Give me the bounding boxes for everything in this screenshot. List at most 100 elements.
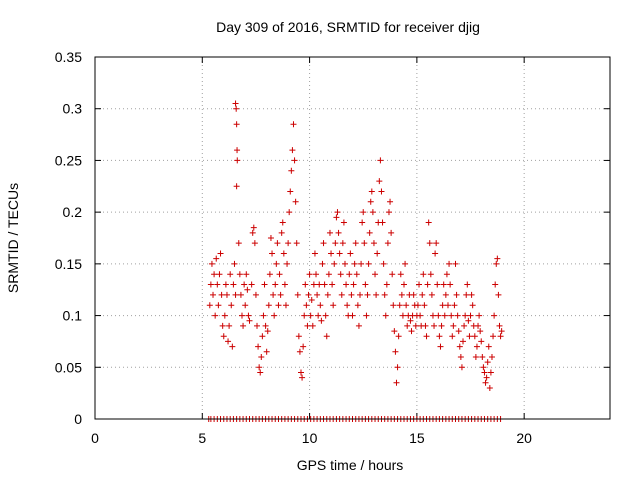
data-point <box>232 291 239 298</box>
data-point <box>291 157 298 164</box>
data-point <box>337 271 344 278</box>
data-point <box>497 333 504 340</box>
data-point <box>270 291 277 298</box>
data-point <box>352 240 359 247</box>
data-point <box>378 188 385 195</box>
data-point <box>213 255 220 262</box>
data-point <box>249 229 256 236</box>
y-tick-label: 0.35 <box>55 49 82 65</box>
data-point <box>465 317 472 324</box>
data-point <box>294 291 301 298</box>
data-point <box>481 369 488 376</box>
data-point <box>483 374 490 381</box>
y-tick-label: 0.25 <box>55 152 82 168</box>
data-point <box>250 224 257 231</box>
data-point <box>228 302 235 309</box>
data-point <box>380 260 387 267</box>
data-point <box>416 281 423 288</box>
data-point <box>233 105 240 112</box>
data-point <box>351 260 358 267</box>
data-point <box>443 271 450 278</box>
plot-frame <box>94 56 611 420</box>
data-point <box>216 271 223 278</box>
data-point <box>299 374 306 381</box>
data-point <box>364 291 371 298</box>
data-point <box>315 312 322 319</box>
data-point <box>357 291 364 298</box>
data-point <box>263 348 270 355</box>
data-point <box>335 229 342 236</box>
data-point <box>403 302 410 309</box>
data-point <box>390 302 397 309</box>
data-point <box>453 291 460 298</box>
data-point <box>414 302 421 309</box>
data-point <box>346 271 353 278</box>
data-point <box>318 317 325 324</box>
data-point <box>336 250 343 257</box>
data-point <box>376 178 383 185</box>
data-point <box>463 291 470 298</box>
data-point <box>284 260 291 267</box>
data-point <box>388 229 395 236</box>
x-tick-label: 20 <box>516 430 532 446</box>
data-point <box>366 229 373 236</box>
data-point <box>302 281 309 288</box>
data-point <box>261 281 268 288</box>
data-point <box>334 209 341 216</box>
data-point <box>235 240 242 247</box>
grid <box>95 57 610 419</box>
data-point <box>233 121 240 128</box>
data-point <box>324 291 331 298</box>
data-point <box>353 271 360 278</box>
data-point <box>226 322 233 329</box>
data-point <box>331 260 338 267</box>
data-point <box>206 302 213 309</box>
data-point <box>427 271 434 278</box>
data-point <box>438 322 445 329</box>
data-point <box>310 281 317 288</box>
data-point <box>377 157 384 164</box>
data-point <box>447 281 454 288</box>
data-point <box>423 333 430 340</box>
data-point <box>401 281 407 288</box>
data-point <box>379 219 386 226</box>
data-point <box>328 250 335 257</box>
data-point <box>272 281 279 288</box>
data-point <box>381 291 388 298</box>
data-point <box>242 302 249 309</box>
data-point <box>303 302 310 309</box>
data-point <box>326 229 333 236</box>
data-point <box>355 322 362 329</box>
data-point <box>441 312 448 319</box>
data-point <box>384 240 391 247</box>
y-tick-label: 0.05 <box>55 359 82 375</box>
data-point <box>289 147 296 154</box>
data-point <box>422 322 429 329</box>
data-point <box>402 260 409 267</box>
data-point <box>254 322 261 329</box>
data-point <box>317 302 324 309</box>
data-point <box>292 198 299 205</box>
data-point <box>354 302 361 309</box>
data-point <box>498 328 505 335</box>
data-point <box>372 271 379 278</box>
data-point <box>358 260 365 267</box>
data-point <box>210 291 217 298</box>
data-point <box>476 312 483 319</box>
data-point <box>479 353 486 360</box>
data-point <box>419 291 426 298</box>
data-point <box>256 364 263 371</box>
data-point <box>421 302 428 309</box>
data-point <box>374 250 381 257</box>
data-point <box>456 343 463 350</box>
data-point <box>208 260 215 267</box>
data-point <box>340 219 347 226</box>
data-point <box>467 312 474 319</box>
data-point <box>264 328 271 335</box>
data-point <box>323 333 330 340</box>
data-point <box>464 281 471 288</box>
data-point <box>307 312 314 319</box>
data-point <box>293 240 300 247</box>
data-point <box>207 281 214 288</box>
data-point <box>487 369 494 376</box>
